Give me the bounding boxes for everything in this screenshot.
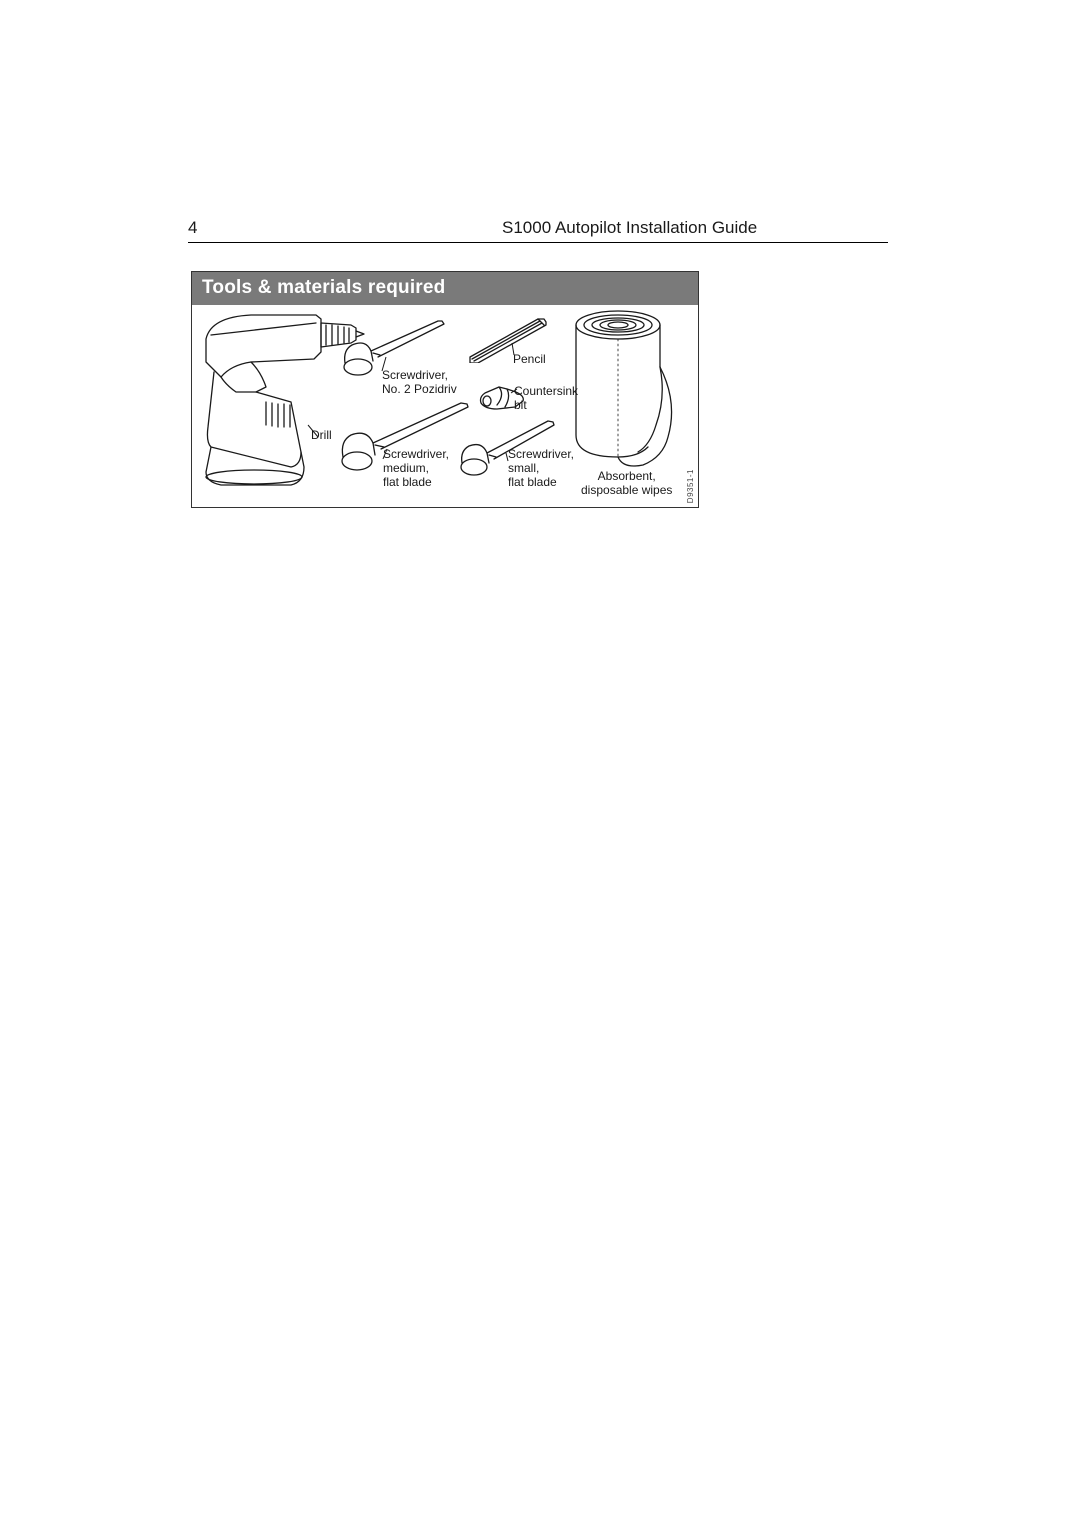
drill-label: Drill: [311, 429, 332, 443]
page-header: 4 S1000 Autopilot Installation Guide: [188, 218, 888, 243]
pencil-label: Pencil: [513, 353, 546, 367]
figure-title: Tools & materials required: [192, 272, 698, 305]
wipes-icon: [568, 307, 688, 477]
page-number: 4: [188, 218, 502, 238]
document-title: S1000 Autopilot Installation Guide: [502, 218, 757, 238]
screwdriver-pozi-label: Screwdriver, No. 2 Pozidriv: [382, 369, 457, 397]
screwdriver-medium-label: Screwdriver, medium, flat blade: [383, 448, 449, 489]
screwdriver-small-label: Screwdriver, small, flat blade: [508, 448, 574, 489]
tools-figure: Tools & materials required: [191, 271, 699, 508]
wipes-label: Absorbent, disposable wipes: [581, 470, 672, 498]
page: 4 S1000 Autopilot Installation Guide Too…: [188, 218, 888, 508]
figure-reference: D9351-1: [686, 469, 695, 503]
figure-body: Drill Screwdriver, No. 2 Pozidriv: [192, 305, 698, 507]
